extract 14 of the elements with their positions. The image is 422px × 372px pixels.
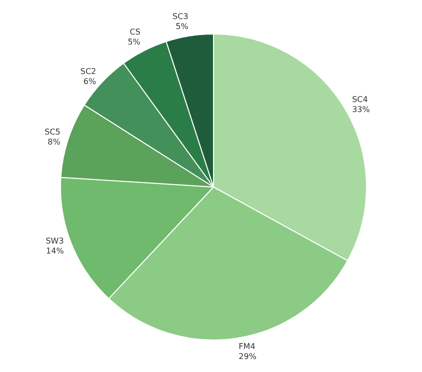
data-label: 6% bbox=[83, 76, 97, 86]
data-label: 33% bbox=[352, 105, 370, 114]
slice-label: FM4 bbox=[238, 342, 256, 352]
data-label: 5% bbox=[128, 38, 141, 47]
slice-label: CS bbox=[130, 28, 140, 37]
slice-label: SC5 bbox=[44, 127, 60, 136]
slice-label: SC3 bbox=[172, 12, 188, 22]
data-label: 5% bbox=[176, 22, 189, 32]
data-label: 29% bbox=[238, 352, 257, 362]
data-label: 14% bbox=[46, 246, 64, 256]
slice-label: SC2 bbox=[80, 66, 96, 76]
data-label: 8% bbox=[48, 137, 61, 146]
slice-label: SW3 bbox=[46, 236, 64, 246]
slice-label: SC4 bbox=[352, 95, 368, 104]
